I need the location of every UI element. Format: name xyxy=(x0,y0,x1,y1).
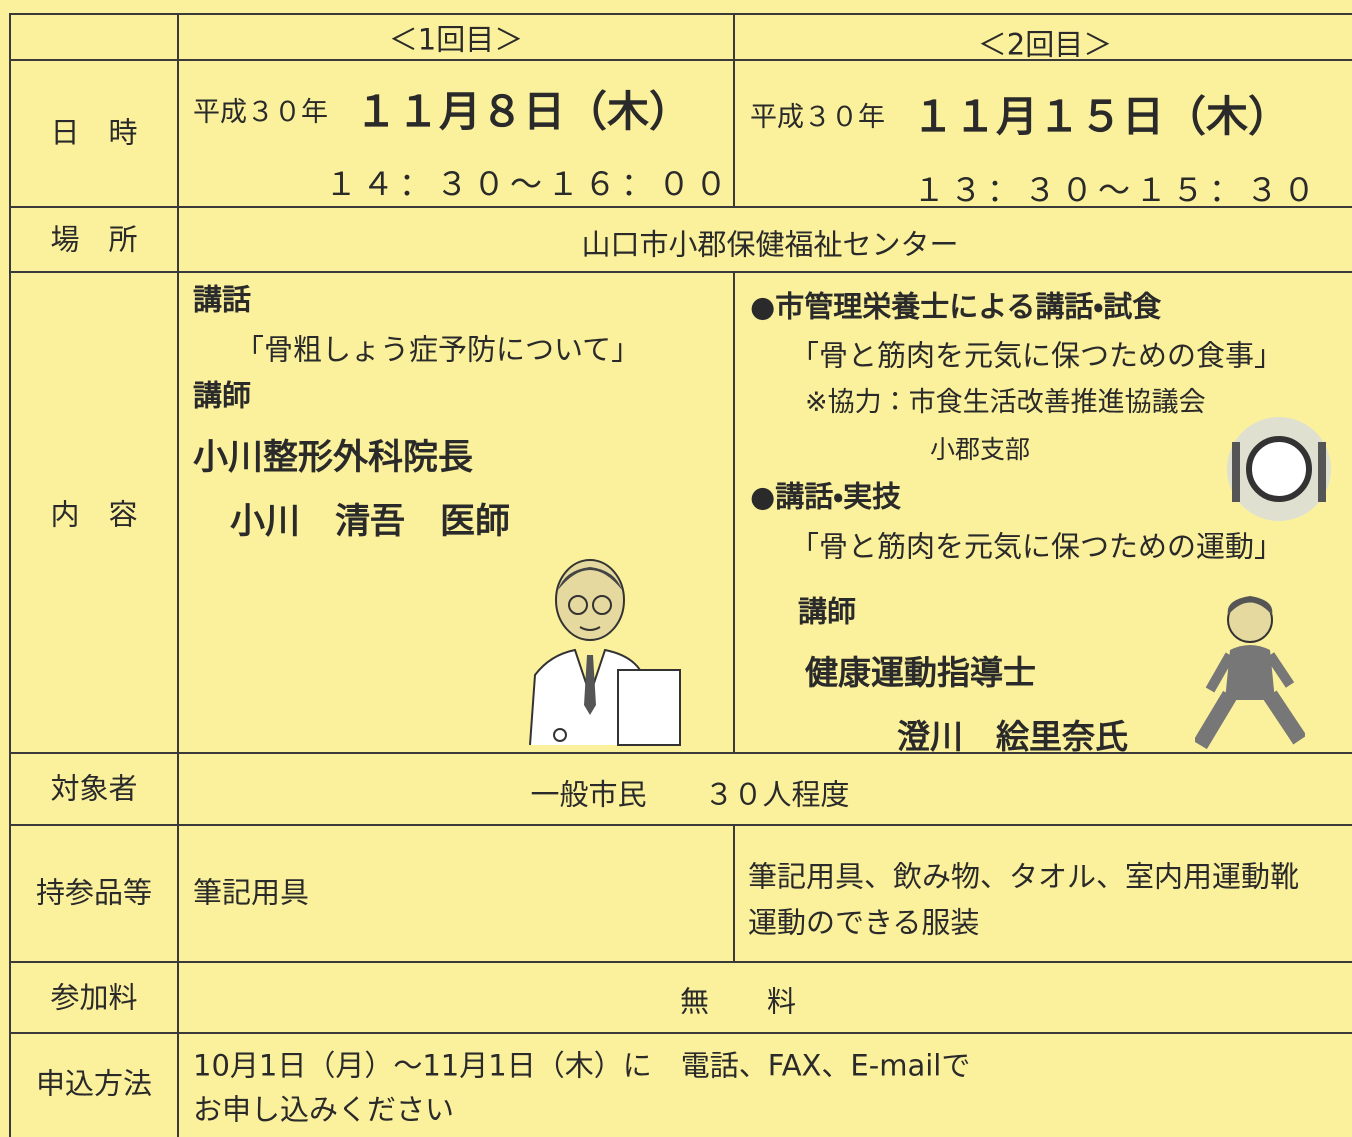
row-label: 参加料 xyxy=(50,980,138,1015)
plate-illustration xyxy=(1227,417,1331,521)
doctor-illustration xyxy=(529,559,681,746)
border xyxy=(10,206,1352,208)
text: 「骨と筋肉を元気に保つための運動」 xyxy=(790,529,1284,564)
text: 運動のできる服装 xyxy=(748,905,980,940)
row-label: 持参品等 xyxy=(35,875,153,910)
text: 健康運動指導士 xyxy=(805,653,1036,693)
row-label: 申込方法 xyxy=(35,1066,153,1101)
row-label: 場 所 xyxy=(50,222,138,257)
row-label: 内 容 xyxy=(50,497,138,532)
exercise-illustration xyxy=(1195,596,1305,750)
text: 講師 xyxy=(798,594,857,629)
text: 講師 xyxy=(193,378,252,413)
border xyxy=(10,13,1352,15)
text: お申し込みください xyxy=(193,1092,455,1127)
border xyxy=(733,271,735,754)
border xyxy=(733,824,735,963)
text: 10月1日（月）～11月1日（木）に 電話、FAX、E-mailで xyxy=(193,1048,971,1083)
text: 小川整形外科院長 xyxy=(193,438,474,478)
text: ●講話・実技 xyxy=(750,479,902,514)
era: 平成３０年 xyxy=(750,101,885,133)
text: 講話 xyxy=(193,282,252,317)
row-label: 日 時 xyxy=(50,115,138,150)
audience: 一般市民 ３０人程度 xyxy=(530,777,850,812)
border xyxy=(733,13,735,208)
border xyxy=(9,13,11,1137)
text: 澄川 絵里奈氏 xyxy=(897,717,1128,757)
border xyxy=(177,13,179,1137)
text: ※協力：市食生活改善推進協議会 xyxy=(805,386,1206,418)
border xyxy=(10,961,1352,963)
border xyxy=(10,824,1352,826)
text: 「骨と筋肉を元気に保つための食事」 xyxy=(790,338,1284,373)
text: 小郡支部 xyxy=(930,435,1031,464)
border xyxy=(10,752,1352,754)
text: 小川 清吾 医師 xyxy=(230,502,511,542)
time: １３：３０〜１５：３０ xyxy=(913,170,1321,209)
text: 筆記用具 xyxy=(193,875,310,910)
text: 「骨粗しょう症予防について」 xyxy=(235,332,641,367)
text: ●市管理栄養士による講話・試食 xyxy=(750,289,1162,324)
header: ＜2回目＞ xyxy=(977,27,1113,62)
date: １１月１５日（木） xyxy=(912,91,1291,141)
text: 筆記用具、飲み物、タオル、室内用運動靴 xyxy=(748,859,1300,894)
date: １１月８日（木） xyxy=(355,86,692,136)
border xyxy=(10,271,1352,273)
header: ＜1回目＞ xyxy=(388,22,524,57)
era: 平成３０年 xyxy=(193,96,328,128)
venue: 山口市小郡保健福祉センター xyxy=(581,227,959,262)
border xyxy=(10,59,1352,61)
time: １４：３０〜１６：００ xyxy=(325,164,733,203)
row-label: 対象者 xyxy=(50,771,138,806)
border xyxy=(10,1032,1352,1034)
fee: 無 料 xyxy=(679,984,797,1019)
